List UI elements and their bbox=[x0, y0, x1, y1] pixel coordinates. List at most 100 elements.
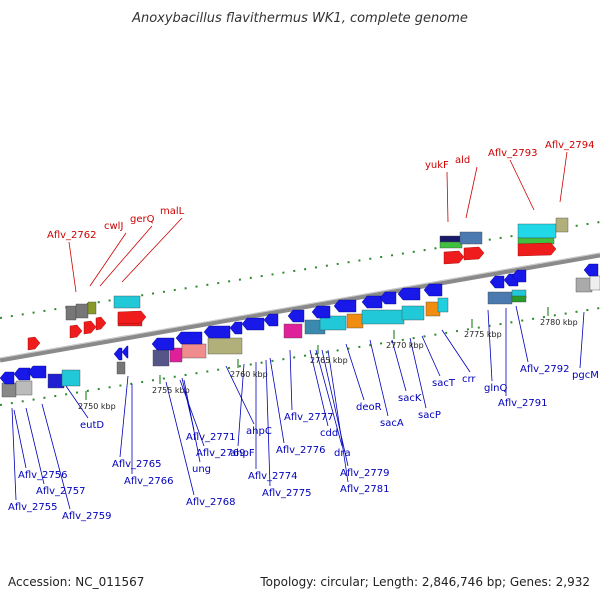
reverse-arrow-11 bbox=[287, 309, 305, 323]
gene-label-crr: crr bbox=[462, 374, 476, 385]
gene-box-19 bbox=[511, 295, 527, 303]
forward-arrow-6 bbox=[463, 246, 485, 261]
leader-rev-19 bbox=[321, 349, 349, 467]
leader-rev-2 bbox=[25, 407, 45, 485]
reverse-arrow-9 bbox=[241, 317, 265, 331]
gene-label-Aflv_2762: Aflv_2762 bbox=[47, 230, 97, 241]
tick-label-3: 2765 kbp bbox=[310, 356, 348, 365]
leader-rev-20 bbox=[327, 349, 349, 483]
leader-fwd-3 bbox=[121, 217, 183, 283]
gene-label-Aflv_2755: Aflv_2755 bbox=[8, 502, 58, 513]
leader-rev-8 bbox=[179, 379, 205, 447]
reverse-arrow-0 bbox=[0, 371, 15, 385]
gene-box-16 bbox=[437, 297, 449, 313]
forward-arrow-3 bbox=[95, 316, 107, 331]
reverse-arrow-12 bbox=[311, 305, 331, 319]
tick-label-0: 2750 kbp bbox=[78, 402, 116, 411]
gene-label-Aflv_2756: Aflv_2756 bbox=[18, 470, 68, 481]
upper-dotted-track bbox=[0, 221, 600, 319]
reverse-arrow-15 bbox=[379, 291, 397, 305]
gene-label-deoR: deoR bbox=[356, 402, 382, 413]
gene-box-25 bbox=[113, 295, 141, 309]
leader-fwd-4 bbox=[446, 171, 449, 223]
gene-box-31 bbox=[555, 217, 569, 233]
leader-rev-17 bbox=[309, 349, 329, 427]
gene-label-eutD: eutD bbox=[80, 420, 104, 431]
gene-label-pgcM: pgcM bbox=[572, 370, 599, 381]
gene-box-21 bbox=[589, 275, 600, 291]
gene-label-Aflv_2774: Aflv_2774 bbox=[248, 471, 298, 482]
gene-box-29 bbox=[459, 231, 483, 245]
gene-box-1 bbox=[15, 380, 33, 396]
gene-box-2 bbox=[47, 373, 65, 389]
gene-box-30 bbox=[517, 223, 557, 239]
leader-rev-18 bbox=[315, 349, 343, 447]
accession-text: Accession: NC_011567 bbox=[8, 575, 144, 589]
gene-label-Aflv_2791: Aflv_2791 bbox=[498, 398, 548, 409]
gene-label-dra: dra bbox=[334, 448, 351, 459]
gene-box-14 bbox=[401, 305, 425, 321]
reverse-arrow-13 bbox=[333, 299, 357, 313]
forward-arrow-1 bbox=[69, 324, 83, 339]
leader-fwd-7 bbox=[559, 151, 568, 203]
leader-rev-12 bbox=[237, 363, 245, 447]
reverse-arrow-4 bbox=[121, 345, 129, 359]
leader-fwd-5 bbox=[465, 166, 478, 219]
gene-box-3 bbox=[61, 369, 81, 387]
gene-label-gerQ: gerQ bbox=[130, 214, 155, 225]
gene-label-sacK: sacK bbox=[398, 393, 422, 404]
reverse-arrow-2 bbox=[27, 365, 47, 379]
gene-label-cdd: cdd bbox=[320, 428, 338, 439]
gene-label-Aflv_2768: Aflv_2768 bbox=[186, 497, 236, 508]
reverse-arrow-3 bbox=[113, 347, 123, 361]
forward-arrow-4 bbox=[117, 310, 147, 325]
gene-label-ahpC: ahpC bbox=[246, 426, 272, 437]
gene-label-yukF: yukF bbox=[425, 160, 449, 171]
leader-rev-21 bbox=[345, 343, 365, 401]
label-leaders bbox=[11, 151, 585, 510]
forward-arrow-7 bbox=[517, 242, 557, 257]
leader-rev-4 bbox=[41, 403, 71, 510]
gene-label-Aflv_2793: Aflv_2793 bbox=[488, 148, 538, 159]
gene-box-0 bbox=[1, 382, 17, 398]
tick-label-2: 2760 kbp bbox=[230, 370, 268, 379]
leader-rev-25 bbox=[421, 335, 441, 377]
gene-label-cwlJ: cwlJ bbox=[104, 221, 123, 232]
gene-box-17 bbox=[487, 291, 513, 305]
map-title: Anoxybacillus flavithermus WK1, complete… bbox=[131, 11, 468, 26]
gene-label-Aflv_2779: Aflv_2779 bbox=[340, 468, 390, 479]
leader-rev-29 bbox=[515, 305, 529, 363]
gene-label-Aflv_2776: Aflv_2776 bbox=[276, 445, 326, 456]
gene-label-Aflv_2769: Aflv_2769 bbox=[196, 448, 246, 459]
gene-label-Aflv_2775: Aflv_2775 bbox=[262, 488, 312, 499]
reverse-arrow-8 bbox=[229, 321, 243, 335]
leader-fwd-6 bbox=[509, 159, 535, 211]
reverse-arrow-10 bbox=[263, 313, 279, 327]
gene-box-11 bbox=[319, 315, 347, 331]
tick-label-6: 2780 kbp bbox=[540, 318, 578, 327]
leader-rev-1 bbox=[13, 409, 27, 469]
gene-box-24 bbox=[87, 301, 97, 315]
genome-summary-text: Topology: circular; Length: 2,846,746 bp… bbox=[259, 575, 590, 589]
gene-features bbox=[0, 217, 600, 398]
gene-label-Aflv_2771: Aflv_2771 bbox=[186, 432, 236, 443]
gene-box-12 bbox=[346, 313, 364, 329]
gene-label-ung: ung bbox=[192, 464, 211, 475]
leader-rev-23 bbox=[391, 339, 407, 392]
gene-label-glnQ: glnQ bbox=[484, 383, 507, 394]
reverse-arrow-20 bbox=[511, 269, 527, 283]
reverse-arrow-16 bbox=[397, 287, 421, 301]
gene-box-28 bbox=[439, 241, 463, 249]
gene-label-sacA: sacA bbox=[380, 418, 404, 429]
gene-label-sacT: sacT bbox=[432, 378, 456, 389]
gene-label-Aflv_2794: Aflv_2794 bbox=[545, 140, 595, 151]
gene-box-27 bbox=[439, 235, 463, 243]
lower-dotted-track bbox=[0, 307, 600, 406]
leader-rev-0 bbox=[65, 385, 89, 419]
reverse-arrow-1 bbox=[13, 367, 31, 381]
gene-box-9 bbox=[283, 323, 303, 339]
tick-label-5: 2775 kbp bbox=[464, 330, 502, 339]
gene-label-Aflv_2777: Aflv_2777 bbox=[284, 412, 334, 423]
genome-backbone bbox=[0, 252, 600, 363]
gene-label-Aflv_2781: Aflv_2781 bbox=[340, 484, 390, 495]
